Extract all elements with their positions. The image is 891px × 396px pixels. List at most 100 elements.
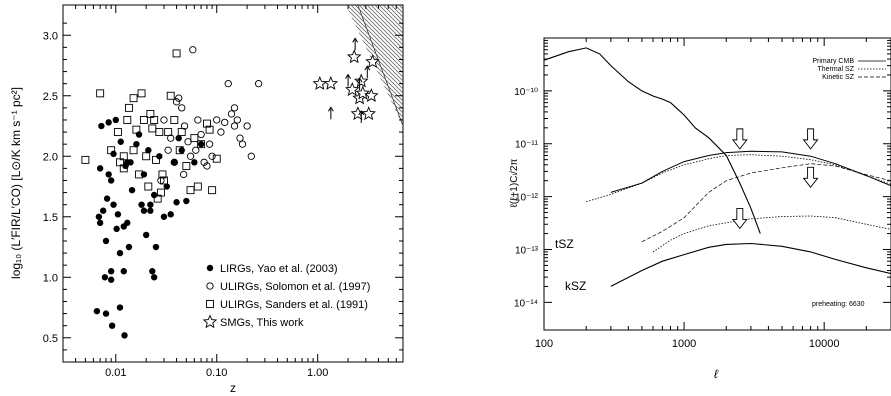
hatch-line bbox=[390, 5, 403, 127]
data-point bbox=[224, 80, 232, 88]
data-point bbox=[254, 80, 263, 88]
curve-tsz bbox=[610, 150, 891, 193]
data-point bbox=[186, 152, 195, 160]
hatch-line bbox=[345, 5, 360, 127]
hatch-line bbox=[203, 5, 343, 145]
data-point bbox=[212, 154, 221, 163]
legend-label: ULIRGs, Solomon et al. (1997) bbox=[220, 281, 370, 293]
y-tick-label: 10⁻¹² bbox=[515, 193, 539, 204]
hatch-line bbox=[345, 5, 403, 127]
data-point bbox=[221, 118, 229, 127]
data-point bbox=[117, 138, 124, 145]
data-point bbox=[182, 162, 191, 170]
data-point bbox=[142, 231, 150, 239]
data-point bbox=[184, 138, 192, 146]
hatch-line bbox=[345, 5, 403, 127]
hatch-line bbox=[345, 5, 384, 127]
data-point bbox=[203, 162, 211, 170]
data-point bbox=[205, 125, 214, 134]
data-point bbox=[113, 225, 120, 233]
data-point bbox=[172, 49, 181, 58]
data-point bbox=[238, 140, 247, 148]
data-point bbox=[344, 82, 360, 96]
data-point bbox=[99, 207, 107, 214]
curve-kinetic-sz bbox=[641, 163, 891, 243]
data-point bbox=[105, 171, 112, 178]
hatch-line bbox=[143, 5, 283, 145]
data-point bbox=[142, 152, 151, 161]
data-point bbox=[365, 54, 380, 69]
y-tick-label: 1.0 bbox=[43, 272, 58, 284]
data-point bbox=[247, 152, 255, 160]
hatch-line bbox=[394, 5, 403, 127]
data-point bbox=[163, 183, 170, 190]
hatch-line bbox=[163, 5, 303, 145]
data-point bbox=[191, 159, 198, 166]
data-point bbox=[114, 211, 122, 218]
hatch-line bbox=[346, 5, 403, 127]
right-plot-frame bbox=[543, 37, 891, 331]
data-point bbox=[132, 125, 141, 134]
data-point bbox=[138, 201, 145, 208]
data-point bbox=[96, 89, 105, 98]
data-point bbox=[192, 146, 200, 154]
data-point bbox=[96, 165, 104, 172]
data-point bbox=[135, 170, 143, 179]
data-point bbox=[128, 186, 136, 194]
data-point bbox=[107, 276, 115, 283]
data-point bbox=[155, 128, 164, 137]
data-point bbox=[149, 268, 156, 275]
legend-label: ULIRGs, Sanders et al. (1991) bbox=[220, 299, 368, 311]
data-point bbox=[197, 140, 206, 149]
legend-label: LIRGs, Yao et al. (2003) bbox=[220, 263, 338, 275]
data-point bbox=[129, 94, 138, 103]
y-tick-label: 10⁻¹¹ bbox=[515, 140, 539, 151]
hatch-line bbox=[345, 5, 403, 127]
data-point bbox=[205, 140, 214, 148]
hatch-line bbox=[345, 5, 380, 127]
data-point bbox=[208, 186, 217, 195]
data-point bbox=[152, 155, 160, 164]
hatch-line bbox=[345, 5, 403, 127]
preheating-annotation: preheating: 6630 bbox=[812, 301, 865, 308]
hollow-down-arrow bbox=[731, 128, 748, 150]
hatch-line bbox=[374, 5, 403, 127]
hatch-line bbox=[123, 5, 263, 145]
data-point bbox=[160, 213, 168, 220]
data-point bbox=[364, 88, 379, 102]
data-point bbox=[179, 170, 188, 179]
data-point bbox=[190, 134, 199, 143]
hatch-line bbox=[171, 5, 311, 145]
hatch-line bbox=[345, 5, 400, 127]
right-line-chart: 100 1000 10000 10⁻¹⁰ 10⁻¹¹ 10⁻¹² 10⁻¹³ 10⁻¹⁴ Pr… bbox=[509, 37, 891, 381]
data-point bbox=[180, 122, 189, 130]
x-tick-label: 10000 bbox=[809, 338, 840, 350]
hatch-line bbox=[345, 5, 372, 127]
data-point bbox=[112, 116, 119, 124]
data-point bbox=[171, 159, 178, 166]
right-axis-ticks: 100 1000 10000 10⁻¹⁰ 10⁻¹¹ 10⁻¹² 10⁻¹³ 10⁻¹⁴ bbox=[514, 38, 891, 350]
legend-marker bbox=[206, 300, 214, 308]
legend-marker bbox=[206, 264, 214, 272]
data-point bbox=[312, 76, 328, 90]
data-point bbox=[140, 207, 148, 214]
y-tick-label: 0.5 bbox=[43, 333, 58, 345]
data-point bbox=[213, 116, 221, 124]
y-tick-label: 2.0 bbox=[43, 151, 58, 163]
right-y-axis-label: ℓ(ℓ+1)Cₗ/2π bbox=[509, 159, 520, 208]
limit-arrowhead bbox=[358, 109, 365, 116]
hatch-line bbox=[187, 5, 327, 145]
hatch-line bbox=[350, 5, 403, 127]
data-point bbox=[129, 146, 138, 155]
hatch-line bbox=[345, 5, 356, 127]
hatch-line bbox=[159, 5, 299, 145]
data-point bbox=[116, 249, 124, 257]
hatch-line bbox=[345, 5, 403, 127]
data-point bbox=[105, 119, 112, 126]
data-point bbox=[147, 207, 154, 214]
right-curves bbox=[543, 47, 891, 287]
data-point bbox=[233, 116, 241, 124]
data-point bbox=[119, 152, 128, 161]
data-point bbox=[133, 140, 140, 148]
